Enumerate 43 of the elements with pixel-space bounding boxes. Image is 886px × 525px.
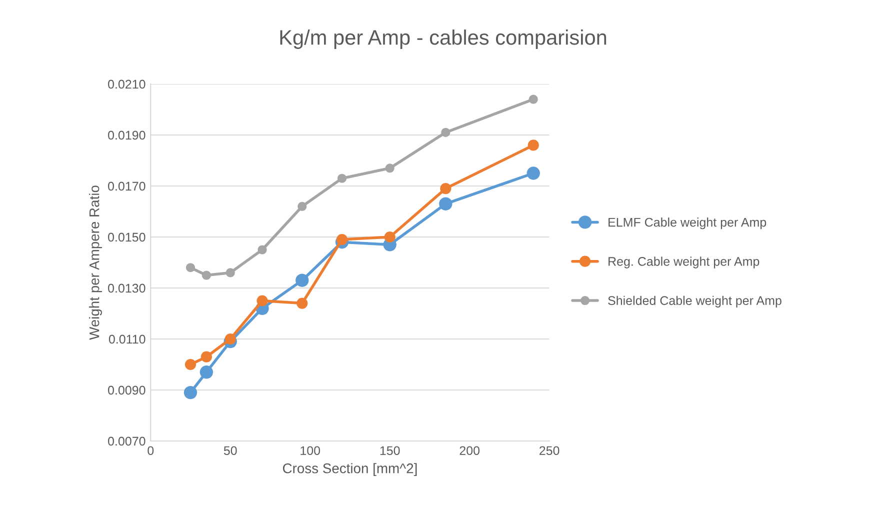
point <box>226 268 235 278</box>
y-tick-label: 0.0170 <box>108 182 146 191</box>
legend-label: ELMF Cable weight per Amp <box>608 218 766 230</box>
legend-label: Reg. Cable weight per Amp <box>608 256 760 268</box>
point <box>298 202 307 211</box>
y-tick-label: 0.0130 <box>108 284 146 293</box>
x-tick-label: 150 <box>380 446 400 456</box>
point <box>528 94 538 104</box>
point <box>441 128 450 137</box>
point <box>336 234 348 246</box>
point <box>202 270 211 280</box>
point <box>439 197 452 210</box>
point <box>256 295 268 306</box>
point <box>200 351 212 362</box>
point <box>296 274 309 287</box>
point <box>184 386 198 400</box>
legend-label: Shielded Cable weight per Amp <box>608 296 782 308</box>
point <box>224 333 236 345</box>
x-tick-label: 0 <box>148 446 154 456</box>
point <box>200 366 214 379</box>
point <box>258 245 267 254</box>
y-tick-label: 0.0150 <box>108 232 146 242</box>
y-tick-label: 0.0070 <box>108 436 146 446</box>
point <box>337 174 347 183</box>
point <box>526 166 540 180</box>
y-axis-title: Weight per Ampere Ratio <box>89 186 102 340</box>
x-tick-label: 200 <box>460 446 480 456</box>
y-tick-label: 0.0110 <box>108 334 146 344</box>
point <box>296 298 308 309</box>
x-axis-title: Cross Section [mm^2] <box>282 463 417 476</box>
y-tick-label: 0.0090 <box>108 386 146 395</box>
chart-title: Kg/m per Amp - cables comparision <box>280 30 606 49</box>
point <box>184 358 196 370</box>
x-tick-label: 100 <box>300 446 320 456</box>
x-tick-label: 250 <box>540 446 560 456</box>
point <box>385 164 394 173</box>
y-tick-label: 0.0190 <box>108 130 146 140</box>
point <box>384 231 396 243</box>
point <box>186 263 196 272</box>
x-tick-label: 50 <box>224 446 237 456</box>
point <box>528 140 539 151</box>
point <box>440 182 452 194</box>
y-tick-label: 0.0210 <box>108 80 146 89</box>
